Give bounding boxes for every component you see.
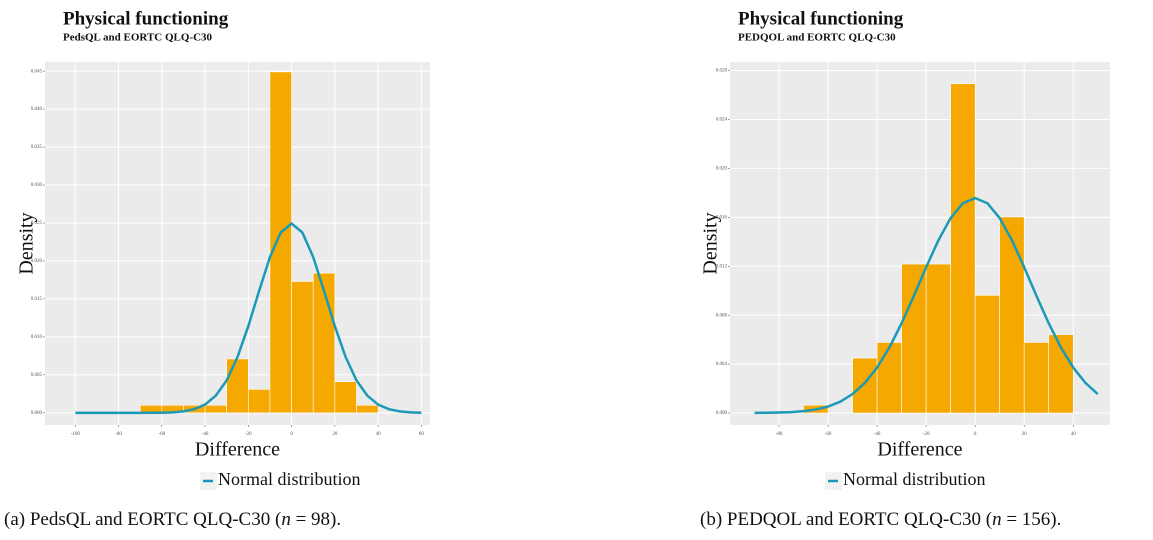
caption-part: = 98). <box>291 509 341 530</box>
caption: (a) PedsQL and EORTC QLQ-C30 (n = 98). <box>4 509 341 530</box>
caption-part: (b) PEDQOL and EORTC QLQ-C30 ( <box>700 509 992 530</box>
chart-subtitle: PEDQOL and EORTC QLQ-C30 <box>738 32 896 44</box>
caption-part: n <box>281 509 291 530</box>
chart-title: Physical functioning <box>738 8 904 29</box>
y-tick-label: 0.000 <box>716 411 728 416</box>
histogram-bar <box>876 342 902 414</box>
histogram-bar <box>999 216 1025 414</box>
histogram-bar <box>950 83 976 414</box>
y-tick-label: 0.015 <box>31 297 43 302</box>
x-tick-label: -20 <box>923 432 930 437</box>
y-tick-label: 0.020 <box>716 167 728 172</box>
x-tick-label: -60 <box>158 432 165 437</box>
normal-curve <box>75 221 422 415</box>
histogram-bar <box>852 357 878 414</box>
y-tick-label: 0.012 <box>716 264 728 269</box>
y-tick-label: 0.004 <box>716 362 728 367</box>
histogram-bar <box>291 281 314 414</box>
x-tick-label: 0 <box>290 432 293 437</box>
y-tick-label: 0.016 <box>716 215 728 220</box>
legend-label: Normal distribution <box>218 469 361 489</box>
histogram-bar <box>974 295 1000 414</box>
x-tick-label: -80 <box>776 432 783 437</box>
y-tick-label: 0.024 <box>716 118 728 123</box>
chart-title: Physical functioning <box>63 8 229 29</box>
y-tick-label: 0.040 <box>31 107 43 112</box>
x-tick-label: -80 <box>115 432 122 437</box>
histogram-bar <box>901 263 927 414</box>
y-tick-label: 0.008 <box>716 313 728 318</box>
caption-part: (a) PedsQL and EORTC QLQ-C30 ( <box>4 509 281 530</box>
histogram-bar <box>356 404 379 414</box>
x-axis-label: Difference <box>195 439 280 461</box>
chart-subtitle: PedsQL and EORTC QLQ-C30 <box>63 32 213 44</box>
caption: (b) PEDQOL and EORTC QLQ-C30 (n = 156). <box>700 509 1061 530</box>
y-axis-label: Density <box>16 212 38 274</box>
y-tick-label: 0.028 <box>716 69 728 74</box>
y-tick-label: 0.010 <box>31 335 43 340</box>
histogram-bar <box>925 263 951 414</box>
y-tick-label: 0.005 <box>31 373 43 378</box>
y-tick-label: 0.025 <box>31 221 43 226</box>
histogram-bar <box>248 389 271 414</box>
histogram-bar <box>226 358 249 414</box>
x-tick-label: -100 <box>71 432 81 437</box>
x-tick-label: 0 <box>974 432 977 437</box>
legend-label: Normal distribution <box>843 469 986 489</box>
y-axis-label: Density <box>700 212 722 274</box>
x-tick-label: -40 <box>874 432 881 437</box>
x-tick-label: 20 <box>1022 432 1028 437</box>
x-tick-label: 40 <box>1071 432 1077 437</box>
histogram-bar <box>204 404 227 414</box>
caption-part: n <box>992 509 1002 530</box>
histogram-bar <box>334 381 357 414</box>
caption-part: = 156). <box>1002 509 1062 530</box>
histogram-bar <box>1023 342 1050 414</box>
x-tick-label: -20 <box>245 432 252 437</box>
y-tick-label: 0.000 <box>31 411 43 416</box>
x-tick-label: 40 <box>376 432 382 437</box>
x-tick-label: -40 <box>202 432 209 437</box>
y-tick-label: 0.020 <box>31 259 43 264</box>
x-tick-label: -60 <box>825 432 832 437</box>
y-tick-label: 0.035 <box>31 145 43 150</box>
normal-curve <box>754 196 1099 415</box>
y-tick-label: 0.030 <box>31 183 43 188</box>
x-tick-label: 60 <box>419 432 425 437</box>
x-axis-label: Difference <box>877 439 962 461</box>
x-tick-label: 20 <box>332 432 338 437</box>
histogram-bar <box>269 71 292 414</box>
y-tick-label: 0.045 <box>31 69 43 74</box>
